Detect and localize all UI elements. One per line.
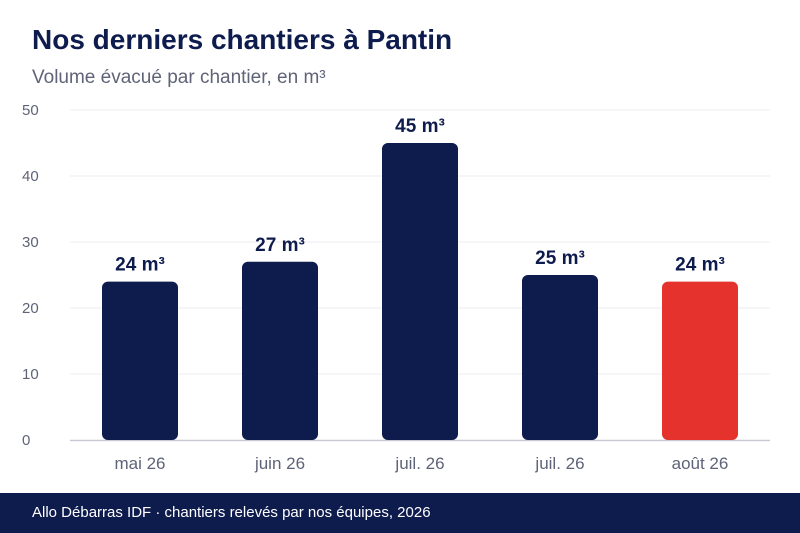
y-tick-label: 20 xyxy=(22,300,39,317)
data-label: 27 m³ xyxy=(255,235,305,256)
x-axis-categories: mai 26 juin 26 juil. 26 juil. 26 août 26 xyxy=(114,454,728,473)
bar xyxy=(382,143,458,440)
data-label: 45 m³ xyxy=(395,116,445,137)
data-label: 24 m³ xyxy=(115,255,165,276)
category-label: août 26 xyxy=(672,454,729,473)
bar-chart: 0 10 20 30 40 50 24 m³ 27 m³ 45 m³ 25 m³ 24 m³ ma… xyxy=(22,102,770,473)
y-tick-label: 40 xyxy=(22,168,39,185)
y-tick-label: 30 xyxy=(22,234,39,251)
chart-subtitle: Volume évacué par chantier, en m³ xyxy=(32,67,326,88)
y-tick-label: 50 xyxy=(22,102,39,119)
bar xyxy=(102,281,178,440)
category-label: juil. 26 xyxy=(534,454,584,473)
data-labels: 24 m³ 27 m³ 45 m³ 25 m³ 24 m³ xyxy=(115,116,725,276)
y-tick-label: 10 xyxy=(22,366,39,383)
data-label: 24 m³ xyxy=(675,255,725,276)
y-tick-label: 0 xyxy=(22,432,30,449)
data-label: 25 m³ xyxy=(535,248,585,269)
bar xyxy=(242,261,318,440)
category-label: mai 26 xyxy=(114,454,165,473)
bar xyxy=(522,275,598,440)
chart-title: Nos derniers chantiers à Pantin xyxy=(32,24,453,55)
category-label: juin 26 xyxy=(254,454,305,473)
source-note: Allo Débarras IDF · chantiers relevés pa… xyxy=(32,504,431,521)
footer-bar: Allo Débarras IDF · chantiers relevés pa… xyxy=(0,493,800,533)
bar xyxy=(662,281,738,440)
category-label: juil. 26 xyxy=(394,454,444,473)
y-axis-ticks: 0 10 20 30 40 50 xyxy=(22,102,39,449)
bars xyxy=(102,143,738,440)
